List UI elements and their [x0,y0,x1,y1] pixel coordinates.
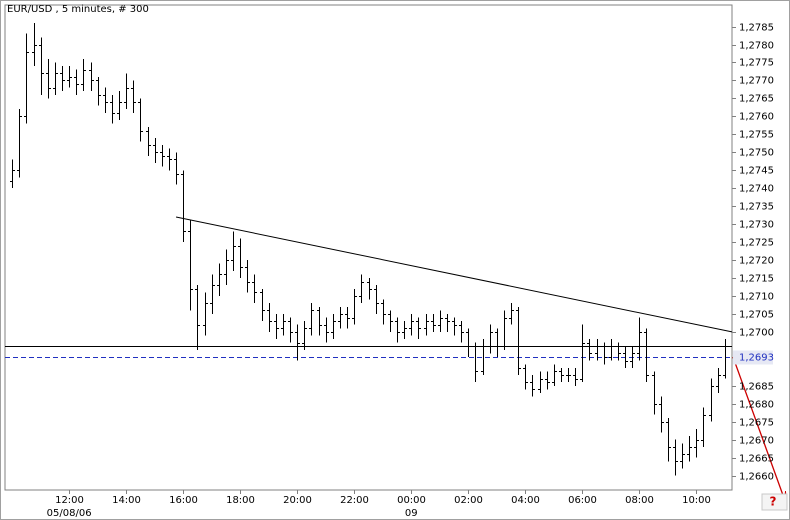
y-tick-label: 1,2755 [739,130,774,141]
trendline [175,216,733,333]
y-tick-label: 1,2670 [739,436,774,447]
y-tick-label: 1,2715 [739,274,774,285]
y-tick-label: 1,2720 [739,256,774,267]
x-tick-label: 12:00 [55,495,84,506]
y-tick-label: 1,2780 [739,41,774,52]
x-tick-label: 06:00 [568,495,597,506]
x-tick-label: 00:00 [397,495,426,506]
y-tick-label: 1,2730 [739,220,774,231]
projection-arrow [732,356,784,498]
y-tick-label: 1,2665 [739,454,774,465]
x-tick-label: 18:00 [226,495,255,506]
y-tick-label: 1,2685 [739,382,774,393]
y-tick-label: 1,2740 [739,184,774,195]
y-tick-label: 1,2760 [739,112,774,123]
y-tick-label: 1,2680 [739,400,774,411]
chart-title: EUR/USD , 5 minutes, # 300 [7,4,149,15]
last-price-label: 1,2693 [739,353,774,364]
x-tick-label: 04:00 [511,495,540,506]
y-tick-label: 1,2705 [739,310,774,321]
y-tick-label: 1,2710 [739,292,774,303]
last-price-box [733,350,773,365]
y-tick-label: 1,2700 [739,328,774,339]
date-label: 05/08/06 [47,508,92,519]
annotation: ? [770,495,777,509]
x-tick-label: 08:00 [625,495,654,506]
x-tick-label: 10:00 [682,495,711,506]
y-tick-label: 1,2660 [739,472,774,483]
y-tick-label: 1,2775 [739,58,774,69]
x-tick-label: 22:00 [340,495,369,506]
annotation-box [761,493,788,511]
x-tick-label: 20:00 [283,495,312,506]
plot-area [4,4,733,491]
x-tick-label: 16:00 [169,495,198,506]
y-tick-label: 1,2770 [739,76,774,87]
y-tick-label: 1,2675 [739,418,774,429]
y-tick-label: 1,2750 [739,148,774,159]
x-tick-label: 02:00 [454,495,483,506]
y-tick-label: 1,2785 [739,23,774,34]
y-tick-label: 1,2765 [739,94,774,105]
y-tick-label: 1,2745 [739,166,774,177]
date-label: 09 [405,508,418,519]
y-tick-label: 1,2735 [739,202,774,213]
y-tick-label: 1,2725 [739,238,774,249]
x-tick-label: 14:00 [112,495,141,506]
